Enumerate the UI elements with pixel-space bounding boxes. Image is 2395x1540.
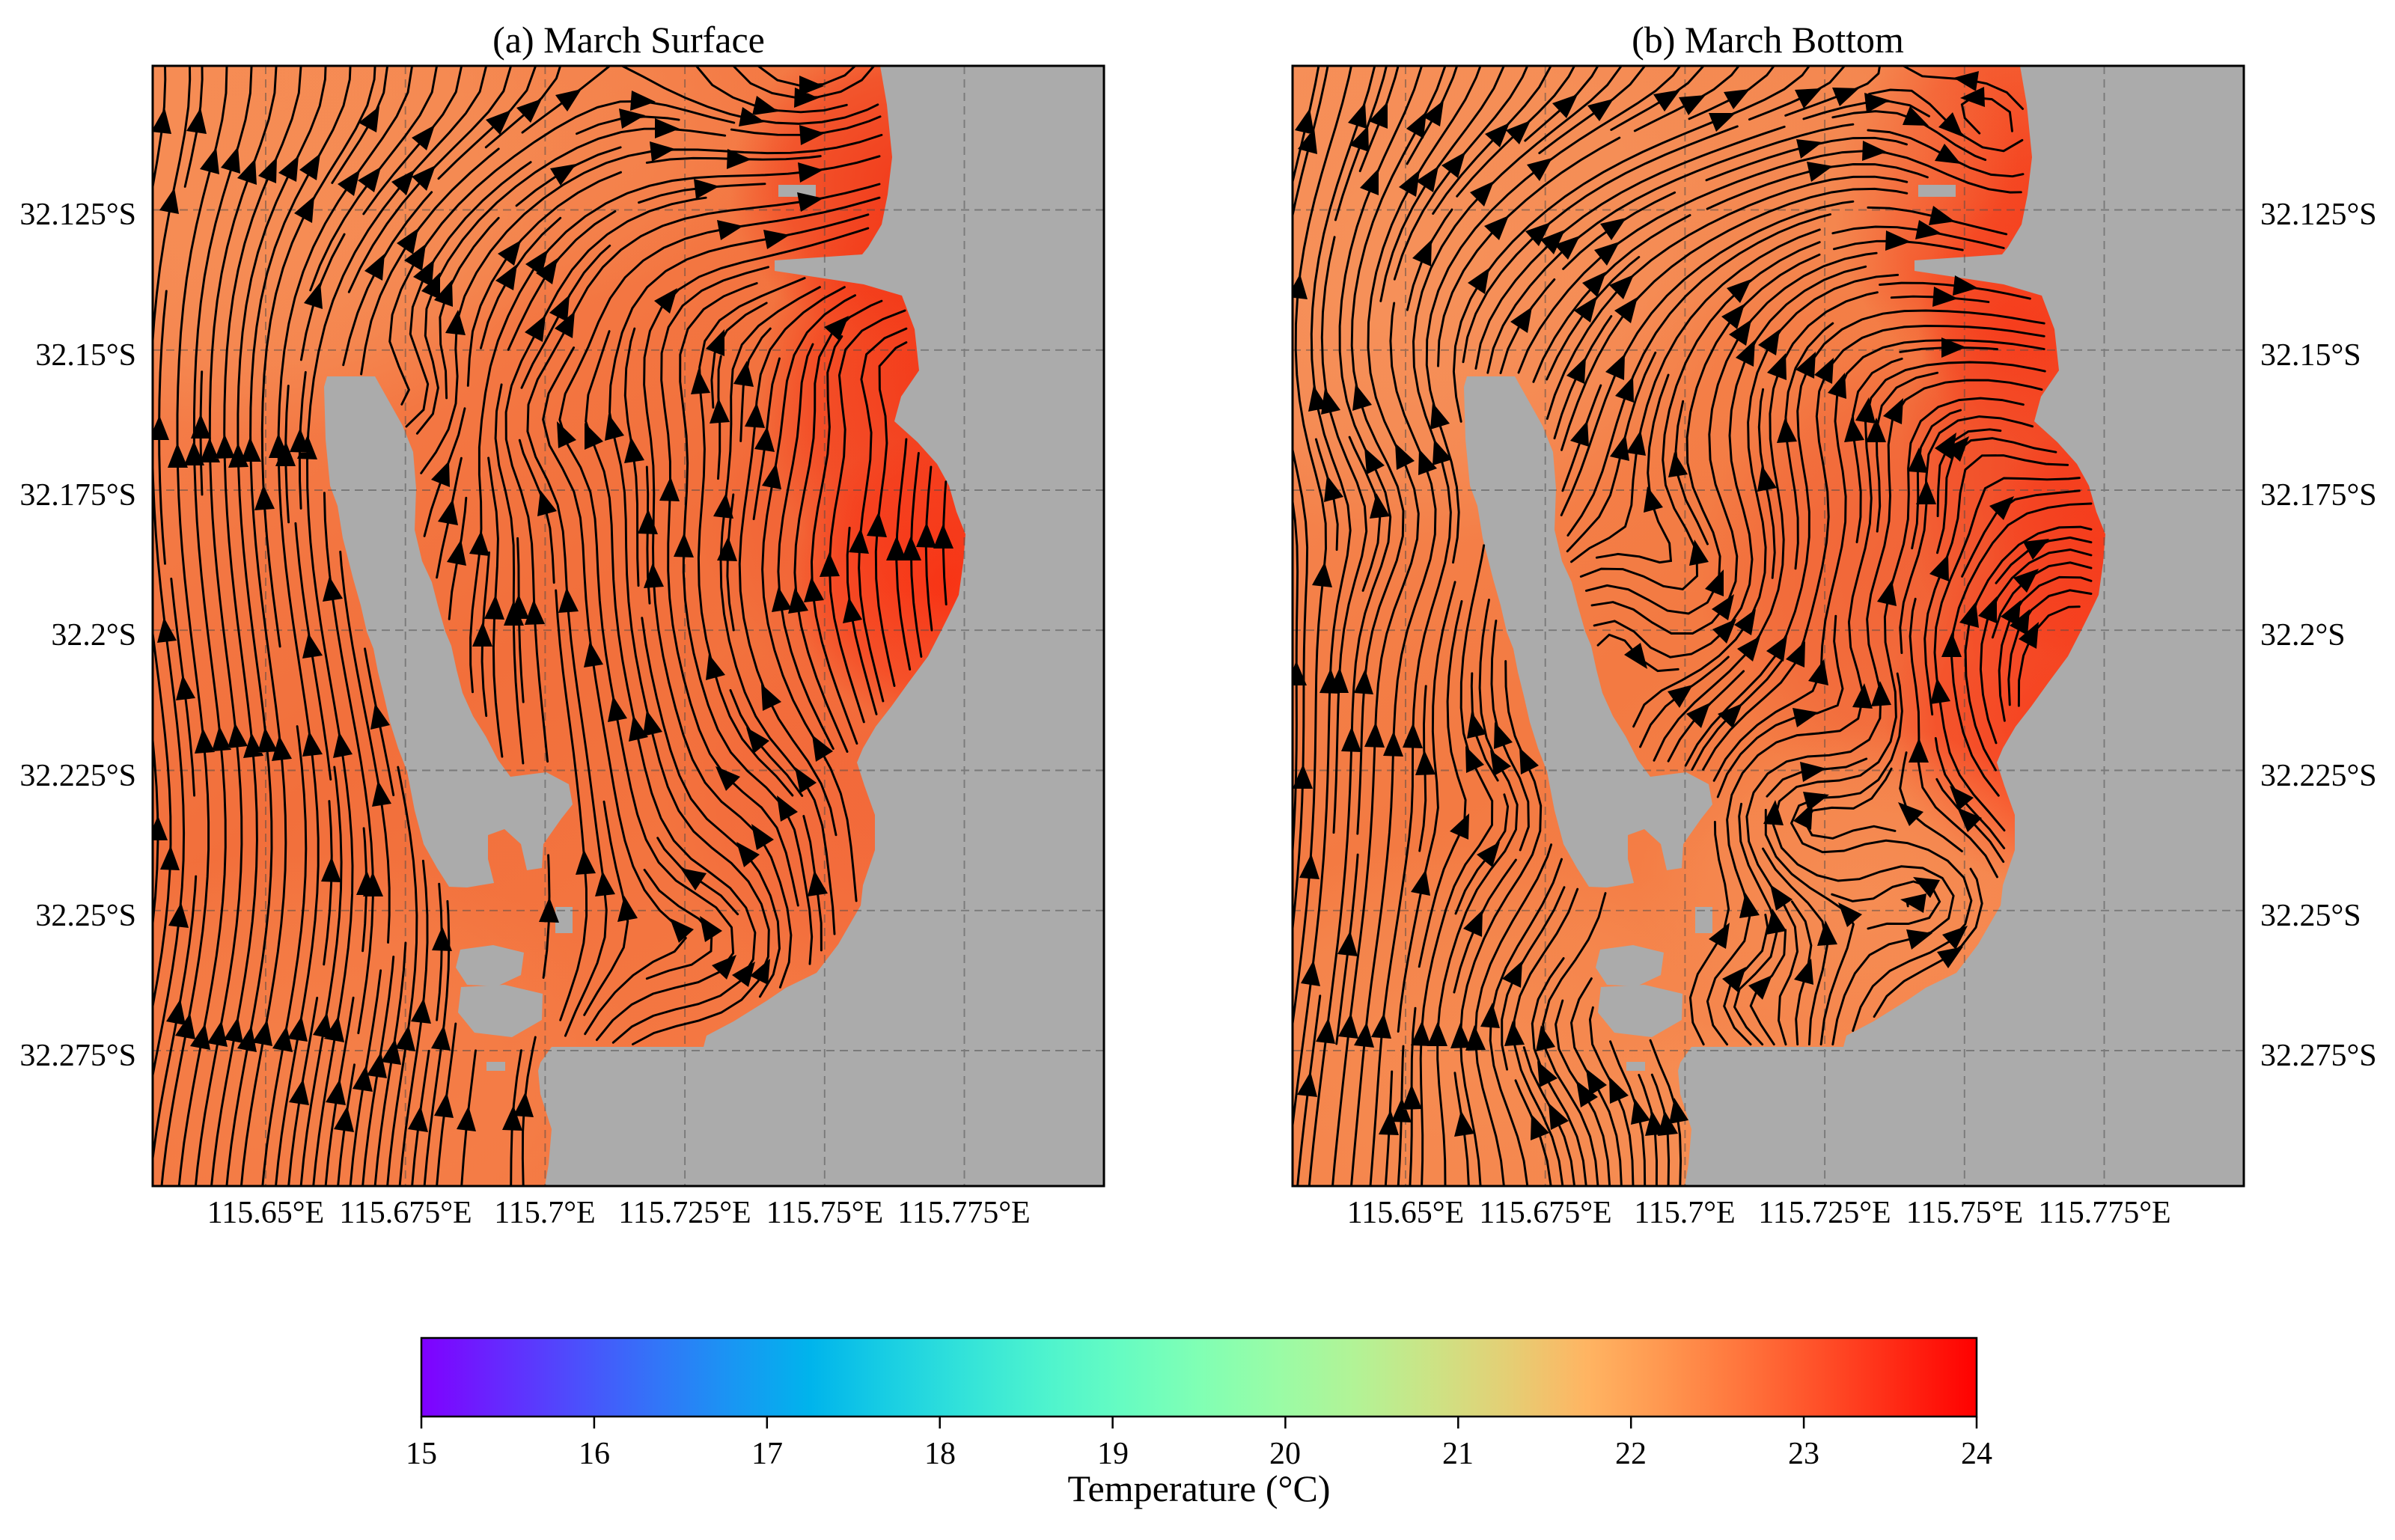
svg-text:20: 20: [1269, 1437, 1301, 1471]
svg-text:18: 18: [924, 1437, 956, 1471]
svg-text:115.775°E: 115.775°E: [897, 1196, 1030, 1230]
svg-text:32.275°S: 32.275°S: [19, 1039, 136, 1073]
svg-text:115.7°E: 115.7°E: [1634, 1196, 1735, 1230]
svg-text:16: 16: [579, 1437, 610, 1471]
svg-text:115.7°E: 115.7°E: [494, 1196, 595, 1230]
svg-text:32.225°S: 32.225°S: [2260, 759, 2377, 793]
svg-text:19: 19: [1097, 1437, 1129, 1471]
svg-text:115.675°E: 115.675°E: [1479, 1196, 1611, 1230]
svg-text:115.75°E: 115.75°E: [1906, 1196, 2023, 1230]
svg-text:32.25°S: 32.25°S: [2260, 899, 2361, 933]
svg-text:32.125°S: 32.125°S: [2260, 198, 2377, 232]
svg-text:24: 24: [1961, 1437, 1992, 1471]
svg-text:115.75°E: 115.75°E: [766, 1196, 883, 1230]
svg-text:115.675°E: 115.675°E: [339, 1196, 472, 1230]
svg-text:(a) March Surface: (a) March Surface: [492, 19, 765, 61]
svg-text:32.125°S: 32.125°S: [19, 198, 136, 232]
svg-text:32.15°S: 32.15°S: [35, 338, 136, 373]
svg-text:21: 21: [1442, 1437, 1474, 1471]
svg-text:115.725°E: 115.725°E: [1758, 1196, 1891, 1230]
svg-text:32.25°S: 32.25°S: [35, 899, 136, 933]
svg-text:32.275°S: 32.275°S: [2260, 1039, 2377, 1073]
svg-text:115.65°E: 115.65°E: [1347, 1196, 1464, 1230]
svg-text:115.725°E: 115.725°E: [618, 1196, 751, 1230]
svg-text:17: 17: [751, 1437, 783, 1471]
svg-text:(b) March Bottom: (b) March Bottom: [1632, 19, 1904, 61]
svg-text:32.2°S: 32.2°S: [51, 618, 136, 653]
svg-text:22: 22: [1615, 1437, 1647, 1471]
svg-text:32.2°S: 32.2°S: [2260, 618, 2346, 653]
svg-text:115.775°E: 115.775°E: [2038, 1196, 2170, 1230]
svg-text:32.175°S: 32.175°S: [19, 478, 136, 513]
svg-text:32.225°S: 32.225°S: [19, 759, 136, 793]
svg-text:115.65°E: 115.65°E: [207, 1196, 324, 1230]
svg-text:23: 23: [1788, 1437, 1819, 1471]
svg-text:32.175°S: 32.175°S: [2260, 478, 2377, 513]
svg-text:15: 15: [406, 1437, 437, 1471]
svg-text:Temperature (°C): Temperature (°C): [1067, 1467, 1330, 1509]
svg-text:32.15°S: 32.15°S: [2260, 338, 2361, 373]
